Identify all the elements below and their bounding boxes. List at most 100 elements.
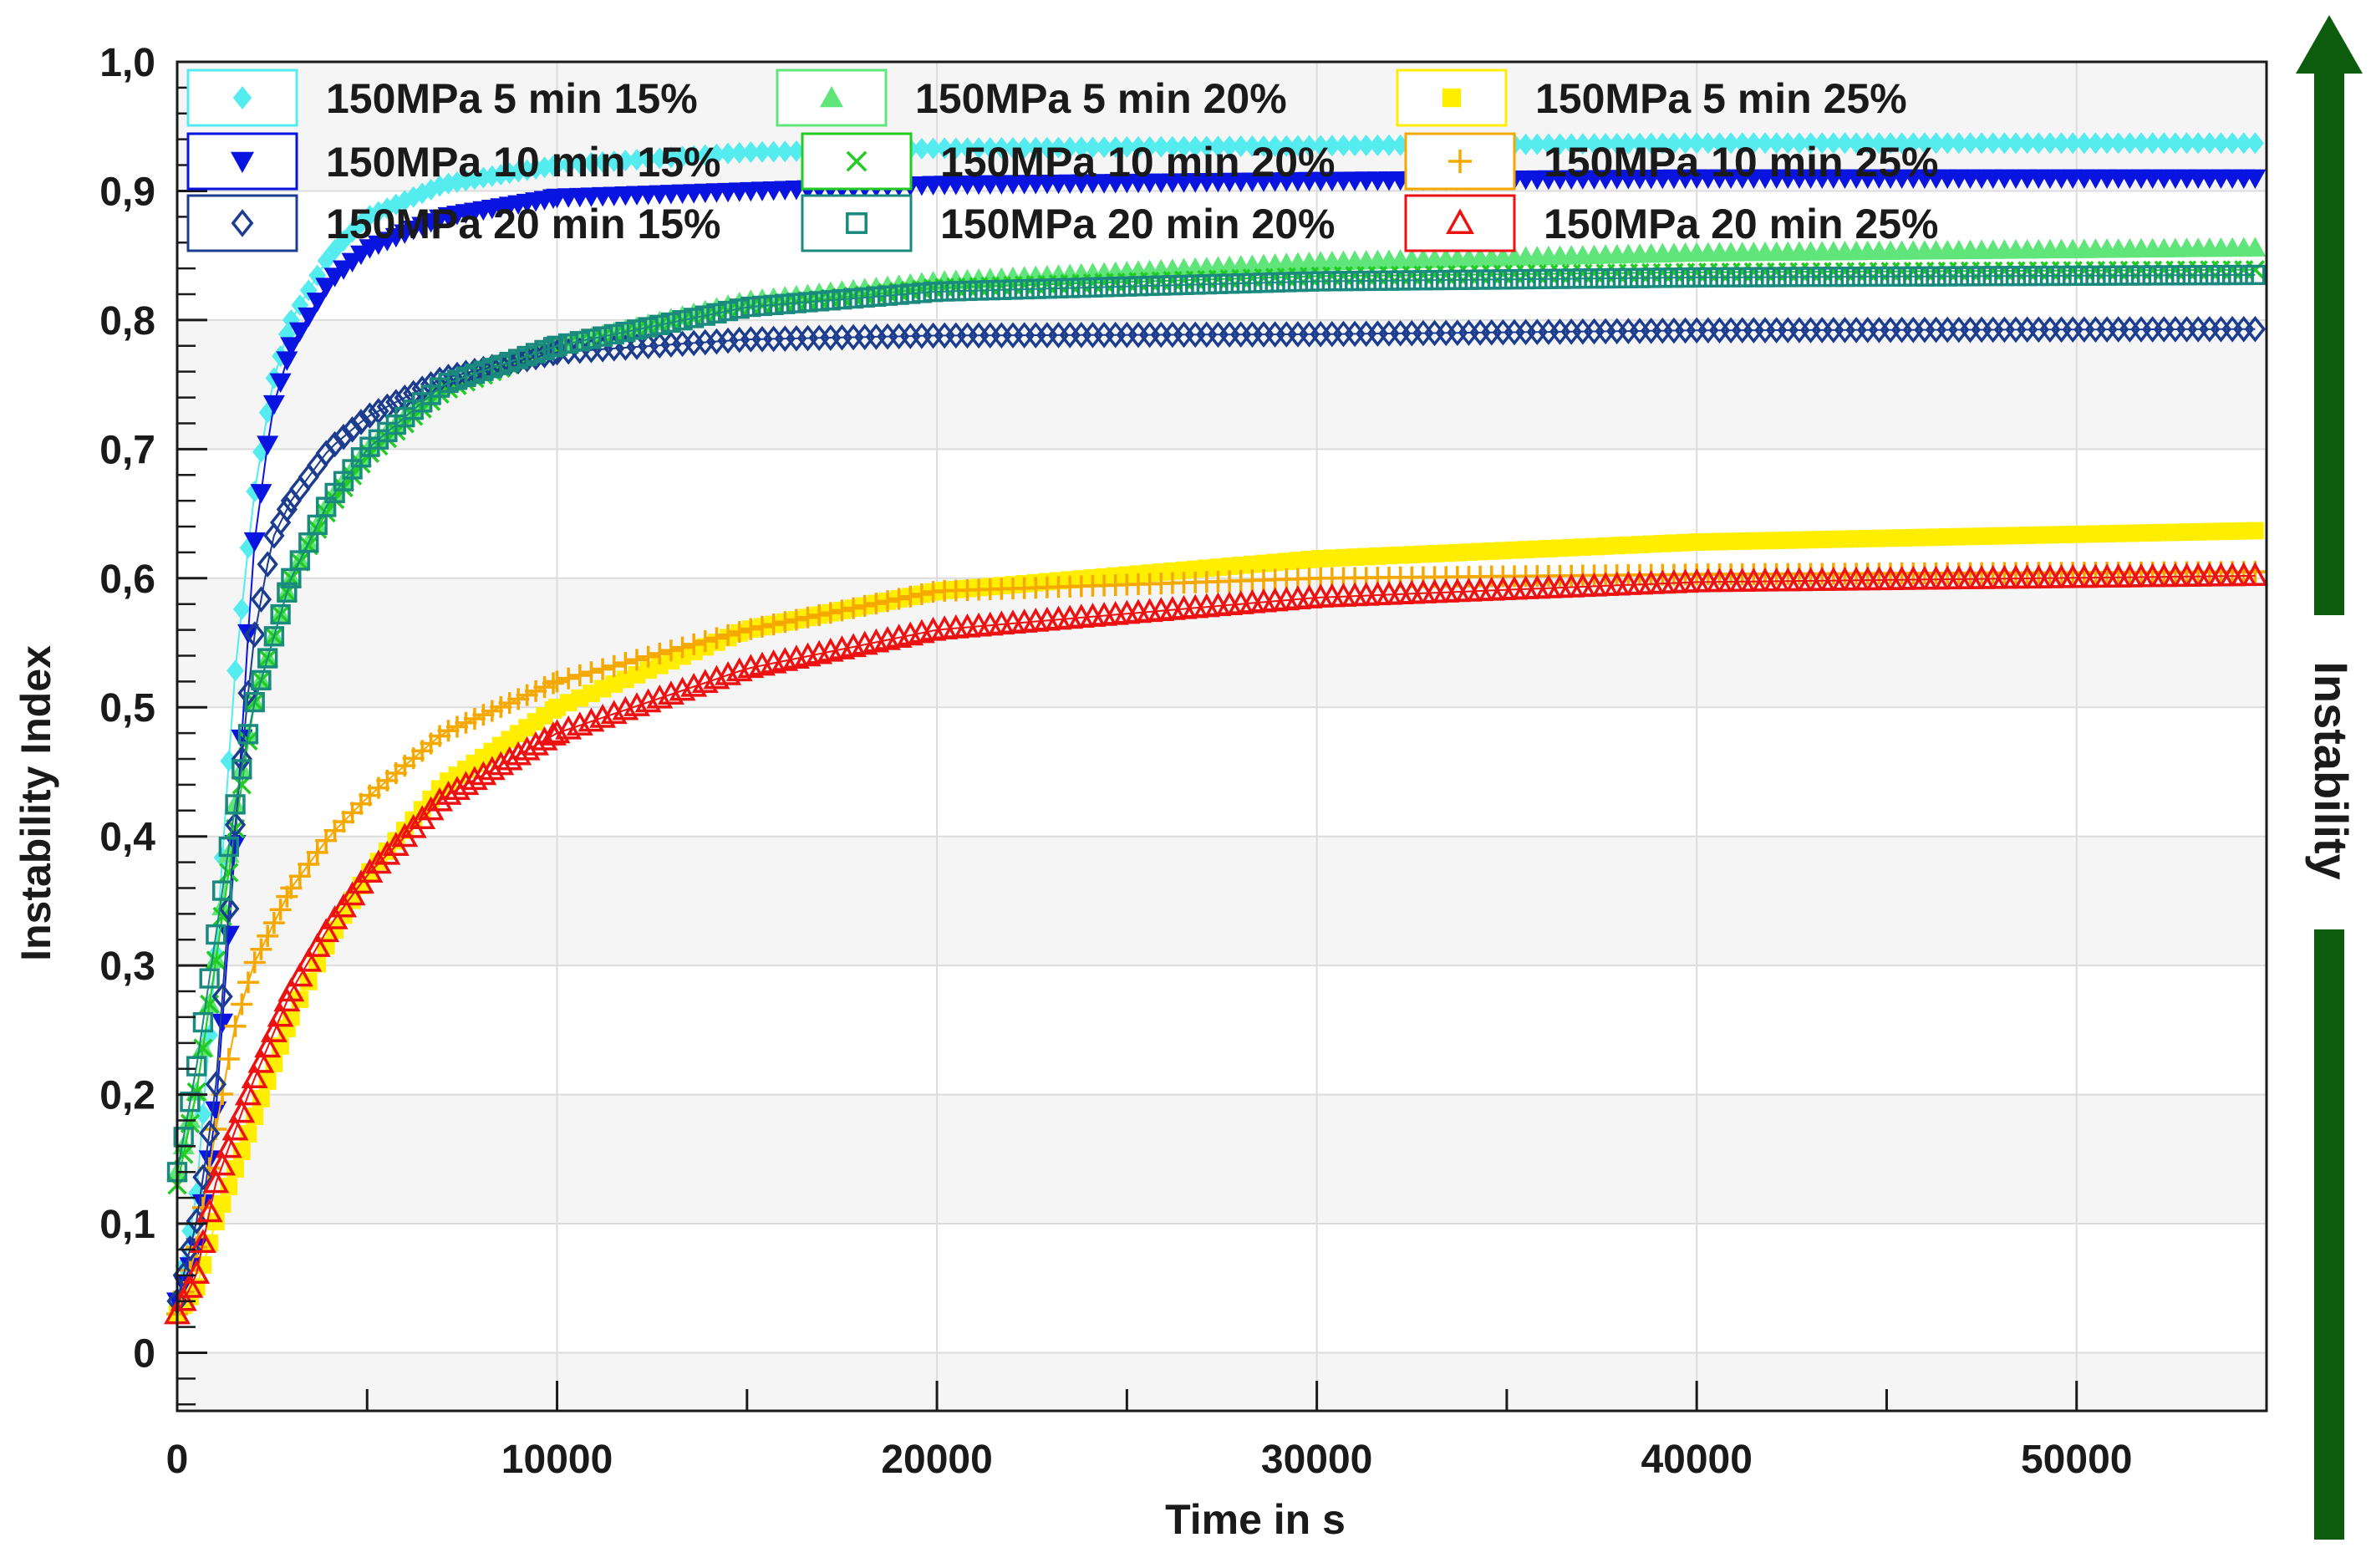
data-point <box>257 648 278 669</box>
marker-shape <box>298 307 320 328</box>
marker-shape <box>2063 132 2082 155</box>
data-point <box>1447 269 1468 291</box>
data-point <box>877 590 898 613</box>
data-point <box>626 319 648 340</box>
data-point <box>303 933 331 957</box>
marker-shape <box>2233 264 2254 286</box>
data-point <box>1720 267 1742 288</box>
marker-shape <box>1847 132 1865 155</box>
marker-shape <box>1002 279 1024 300</box>
marker-shape <box>2245 264 2266 286</box>
marker-shape <box>1733 132 1752 155</box>
marker-shape <box>231 151 254 173</box>
data-point <box>763 294 784 316</box>
marker-shape <box>1253 272 1275 293</box>
marker-shape <box>1869 266 1890 288</box>
marker-shape <box>694 630 716 653</box>
marker-shape <box>426 787 454 812</box>
marker-shape <box>2098 132 2116 155</box>
data-point <box>333 811 355 833</box>
marker-shape <box>1242 272 1263 293</box>
data-point <box>323 430 346 458</box>
marker-shape <box>1198 135 1216 158</box>
data-point <box>1823 267 1844 288</box>
data-point <box>981 137 1000 160</box>
data-point <box>481 700 503 722</box>
marker-shape <box>1209 135 1227 158</box>
data-point <box>717 624 740 646</box>
marker-shape <box>1720 267 1742 288</box>
legend-item: 150MPa 20 min 15% <box>186 194 721 252</box>
data-point <box>1994 266 2015 287</box>
data-point <box>1618 267 1639 288</box>
data-point <box>1995 132 2013 155</box>
marker-shape <box>1562 133 1580 155</box>
marker-shape <box>498 692 521 715</box>
marker-shape <box>934 281 955 302</box>
marker-shape <box>341 802 364 824</box>
marker-shape <box>2039 265 2061 287</box>
marker-shape <box>649 314 670 335</box>
marker-shape <box>614 652 637 675</box>
data-point <box>842 288 864 309</box>
data-point <box>189 1229 216 1254</box>
marker-shape <box>2087 132 2104 155</box>
marker-shape <box>1802 132 1819 155</box>
marker-shape <box>350 409 372 435</box>
marker-shape <box>463 708 486 731</box>
marker-shape <box>571 152 589 175</box>
marker-shape <box>717 300 739 322</box>
data-point <box>498 692 521 715</box>
marker-shape <box>853 594 876 617</box>
marker-shape <box>1071 277 1091 298</box>
marker-shape <box>1595 267 1616 289</box>
data-point <box>580 661 603 684</box>
data-point <box>2119 265 2140 286</box>
data-point <box>947 137 965 160</box>
marker-shape <box>592 658 614 680</box>
marker-shape <box>959 137 976 160</box>
marker-shape <box>1515 268 1536 290</box>
marker-shape <box>237 971 259 994</box>
data-point <box>202 1168 230 1194</box>
marker-shape <box>455 711 477 734</box>
marker-shape <box>282 1008 300 1026</box>
marker-shape <box>2130 265 2152 286</box>
marker-shape <box>1812 267 1833 288</box>
marker-shape <box>333 423 354 451</box>
legend-item: 150MPa 20 min 20% <box>801 194 1336 252</box>
data-point <box>260 1018 287 1042</box>
data-point <box>1927 132 1945 155</box>
data-point <box>2063 265 2084 287</box>
marker-shape <box>352 211 370 234</box>
x-tick-label: 30000 <box>1261 1438 1372 1482</box>
data-point <box>437 720 460 742</box>
legend-swatch <box>801 194 913 252</box>
data-point <box>280 337 303 357</box>
data-point <box>740 618 762 640</box>
data-point <box>1641 267 1661 288</box>
data-point <box>877 285 898 306</box>
x-tick-label: 40000 <box>1641 1438 1752 1482</box>
x-tick-label: 0 <box>166 1438 189 1482</box>
marker-shape <box>740 296 761 318</box>
data-point <box>1938 132 1956 155</box>
data-point <box>243 951 266 974</box>
data-point <box>1722 132 1740 155</box>
legend-label: 150MPa 5 min 15% <box>326 75 698 122</box>
data-point <box>257 551 278 578</box>
marker-shape <box>338 881 366 906</box>
data-point <box>180 1092 201 1112</box>
data-point <box>2201 132 2219 155</box>
marker-shape <box>1972 132 1991 155</box>
data-point <box>1242 272 1263 293</box>
data-point <box>1574 133 1592 155</box>
marker-shape <box>1243 135 1261 157</box>
data-point <box>330 893 358 918</box>
data-point <box>1175 135 1193 158</box>
data-point <box>831 599 853 622</box>
data-point <box>1652 267 1673 288</box>
marker-shape <box>583 151 600 174</box>
marker-shape <box>637 645 659 668</box>
data-point <box>1961 132 1979 155</box>
